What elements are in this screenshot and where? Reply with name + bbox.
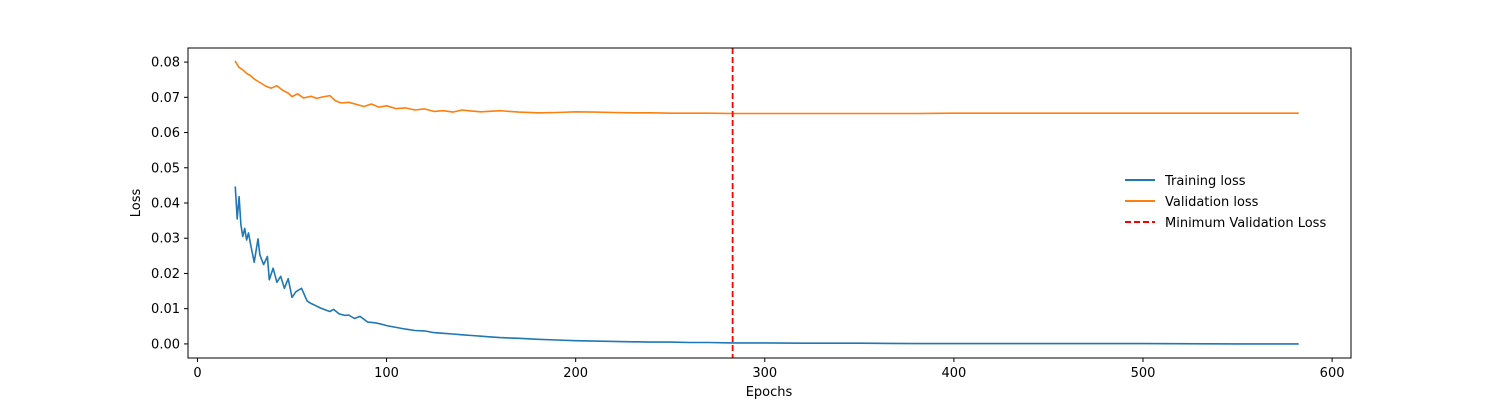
legend-label-validation-loss: Validation loss <box>1165 195 1259 210</box>
x-tick-label: 500 <box>1131 366 1156 381</box>
x-tick-label: 100 <box>374 366 399 381</box>
legend-label-min-validation-loss: Minimum Validation Loss <box>1165 216 1326 231</box>
y-tick-label: 0.08 <box>151 56 180 71</box>
y-axis-ticks: 0.00 0.01 0.02 0.03 0.04 0.05 0.06 0.07 0.08 <box>151 56 188 352</box>
series-line-training-loss <box>234 186 1299 345</box>
y-tick-label: 0.03 <box>151 232 180 247</box>
x-tick-label: 400 <box>941 366 966 381</box>
x-tick-label: 300 <box>752 366 777 381</box>
y-tick-label: 0.05 <box>151 161 180 176</box>
y-tick-label: 0.04 <box>151 197 180 212</box>
y-axis-label: Loss <box>129 189 144 218</box>
series-layer <box>234 60 1299 345</box>
x-tick-label: 0 <box>193 366 201 381</box>
y-tick-label: 0.06 <box>151 126 180 141</box>
x-axis-ticks: 0 100 200 300 400 500 600 <box>193 358 1345 381</box>
legend: Training loss Validation loss Minimum Va… <box>1125 174 1326 231</box>
x-tick-label: 600 <box>1320 366 1345 381</box>
x-tick-label: 200 <box>563 366 588 381</box>
y-tick-label: 0.01 <box>151 302 180 317</box>
y-tick-label: 0.07 <box>151 91 180 106</box>
series-line-validation-loss <box>234 60 1299 115</box>
x-axis-label: Epochs <box>746 385 793 400</box>
y-tick-label: 0.02 <box>151 267 180 282</box>
plot-background <box>188 48 1351 358</box>
legend-label-training-loss: Training loss <box>1164 174 1246 189</box>
y-tick-label: 0.00 <box>151 337 180 352</box>
